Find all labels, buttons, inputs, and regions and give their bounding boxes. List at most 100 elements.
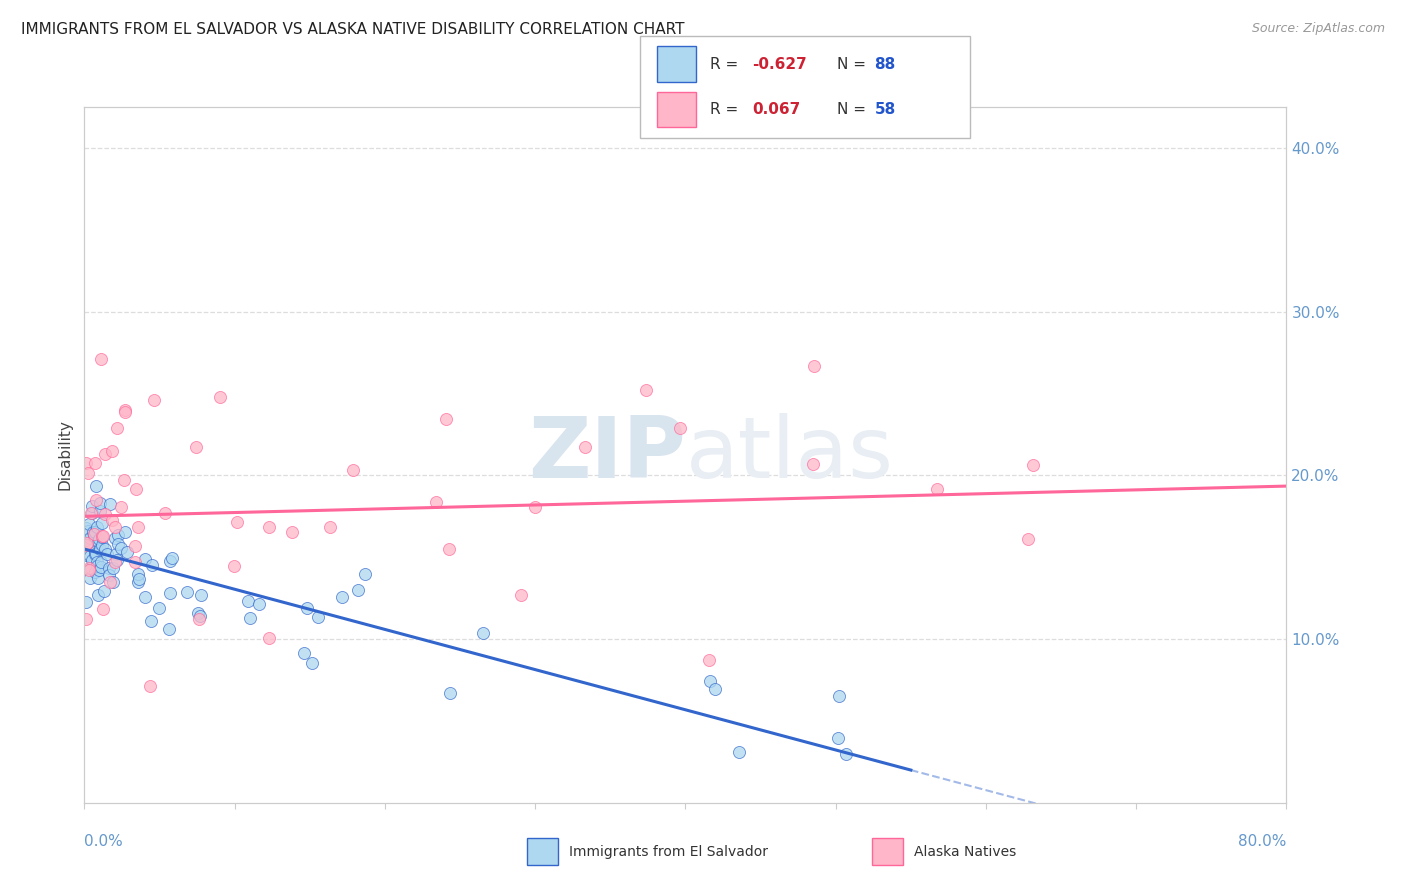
Point — [699, 673, 721, 688]
Point — [76, 536, 98, 550]
Text: R =: R = — [710, 57, 744, 72]
Point — [80, 506, 103, 520]
Point — [124, 539, 146, 553]
Point — [134, 552, 156, 566]
Point — [86, 556, 108, 570]
Point — [127, 520, 149, 534]
Point — [87, 532, 110, 546]
Point — [159, 586, 181, 600]
Point — [105, 553, 128, 567]
Point — [827, 731, 849, 746]
Point — [75, 538, 97, 552]
Point — [160, 550, 183, 565]
Point — [79, 562, 101, 576]
Point — [236, 594, 259, 608]
Point — [79, 571, 101, 585]
Point — [669, 421, 692, 435]
Text: Alaska Natives: Alaska Natives — [914, 845, 1017, 859]
Point — [94, 542, 117, 557]
Point — [471, 626, 494, 640]
Point — [187, 606, 209, 620]
Point — [292, 646, 315, 660]
Text: 80.0%: 80.0% — [1239, 834, 1286, 849]
Point — [94, 507, 117, 521]
Point — [97, 561, 120, 575]
Point — [93, 583, 115, 598]
Point — [139, 614, 162, 628]
Point — [148, 601, 170, 615]
Point — [76, 524, 98, 538]
Point — [153, 506, 176, 520]
Point — [110, 541, 132, 556]
Text: R =: R = — [710, 102, 748, 117]
Text: 88: 88 — [875, 57, 896, 72]
Point — [98, 567, 121, 582]
Point — [90, 352, 112, 367]
Point — [330, 591, 353, 605]
Point — [107, 537, 129, 551]
Point — [110, 500, 132, 514]
Point — [801, 457, 824, 471]
Point — [224, 558, 246, 573]
Point — [434, 412, 457, 426]
Point — [104, 555, 127, 569]
Point — [184, 440, 207, 454]
Point — [803, 359, 825, 374]
Y-axis label: Disability: Disability — [58, 419, 73, 491]
Point — [94, 447, 117, 461]
Text: Immigrants from El Salvador: Immigrants from El Salvador — [569, 845, 769, 859]
Point — [112, 473, 135, 487]
Point — [190, 588, 212, 602]
Point — [125, 483, 148, 497]
Point — [91, 528, 114, 542]
Point — [90, 555, 112, 569]
Point — [318, 520, 340, 534]
Point — [75, 595, 97, 609]
Point — [83, 547, 105, 561]
Point — [103, 574, 125, 589]
Point — [86, 547, 108, 561]
Point — [90, 560, 112, 574]
Point — [437, 542, 460, 557]
Point — [87, 534, 110, 549]
Point — [87, 534, 110, 549]
Point — [79, 531, 101, 545]
Point — [127, 574, 149, 589]
Point — [1017, 532, 1039, 546]
Point — [574, 440, 596, 454]
Point — [80, 499, 103, 513]
Text: atlas: atlas — [686, 413, 893, 497]
Point — [83, 545, 105, 559]
Point — [83, 524, 105, 539]
Point — [107, 421, 129, 435]
Point — [247, 597, 270, 611]
Point — [104, 520, 127, 534]
Point — [697, 652, 720, 666]
Point — [79, 561, 101, 575]
Point — [98, 497, 121, 511]
Point — [141, 558, 163, 572]
Point — [86, 478, 108, 492]
Point — [295, 601, 318, 615]
Point — [142, 392, 165, 407]
Text: 58: 58 — [875, 102, 896, 117]
Point — [281, 524, 304, 539]
Point — [101, 513, 124, 527]
Point — [114, 402, 136, 417]
Point — [101, 561, 124, 575]
Point — [509, 588, 531, 602]
Point — [225, 515, 247, 529]
Point — [134, 590, 156, 604]
Point — [188, 609, 211, 624]
Point — [128, 572, 150, 586]
Point — [104, 532, 127, 546]
Point — [257, 631, 280, 645]
Point — [89, 504, 111, 518]
Point — [87, 571, 110, 585]
Point — [127, 567, 149, 582]
Point — [79, 549, 101, 564]
Point — [104, 547, 127, 561]
Point — [77, 516, 100, 531]
Point — [89, 495, 111, 509]
Point — [87, 588, 110, 602]
